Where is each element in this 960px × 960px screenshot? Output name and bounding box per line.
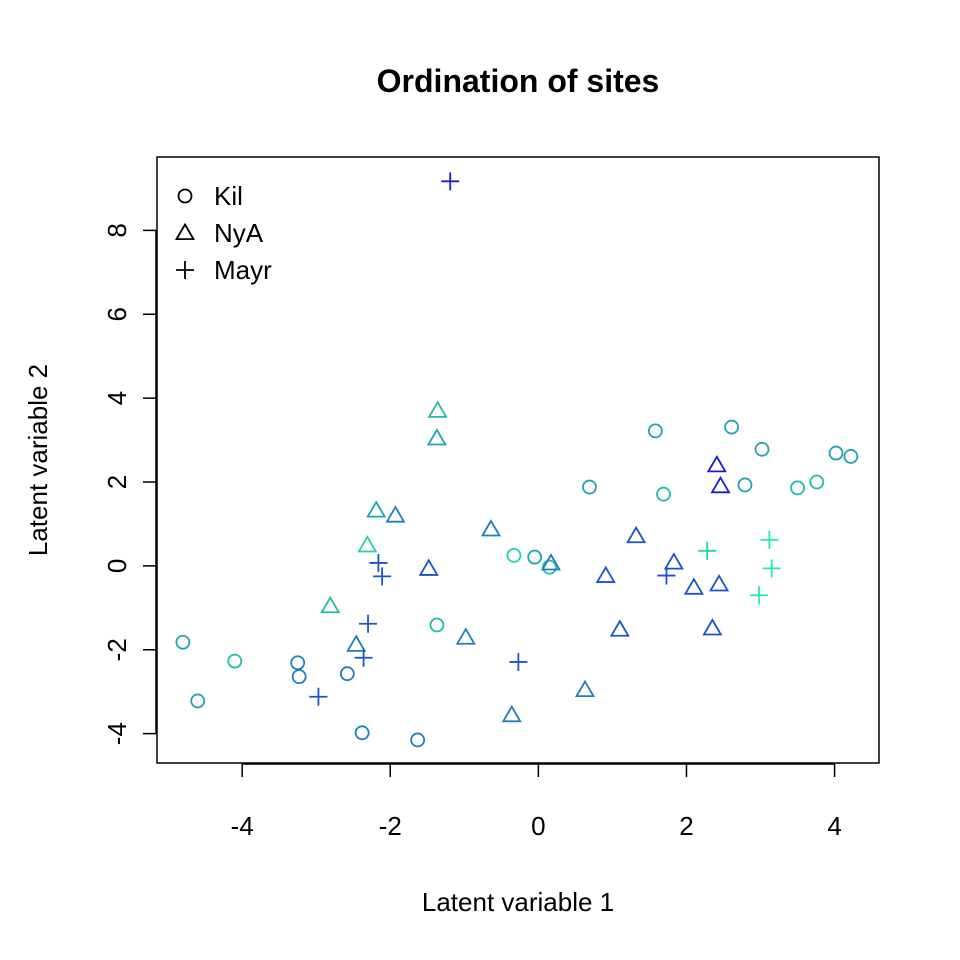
- data-point-mayr: [354, 648, 373, 667]
- data-point-mayr: [750, 586, 769, 605]
- y-tick-label: 8: [102, 223, 132, 237]
- data-point-kil: [190, 693, 206, 709]
- data-point-nya: [708, 574, 730, 592]
- data-point-mayr: [369, 553, 388, 572]
- data-point-mayr: [760, 530, 779, 549]
- data-point-nya: [418, 558, 439, 576]
- data-point-mayr: [698, 541, 717, 560]
- x-tick-label: -4: [231, 811, 254, 841]
- data-point-kil: [582, 479, 597, 495]
- chart-title: Ordination of sites: [377, 63, 660, 99]
- x-axis-label: Latent variable 1: [422, 887, 614, 917]
- data-point-kil: [809, 474, 825, 490]
- data-point-kil: [843, 449, 859, 464]
- data-point-kil: [790, 480, 805, 496]
- y-tick-label: 2: [102, 475, 132, 489]
- data-point-nya: [710, 475, 731, 494]
- data-point-nya: [626, 525, 647, 544]
- data-point-nya: [366, 500, 387, 518]
- y-tick-label: 4: [102, 391, 132, 405]
- data-point-kil: [724, 419, 740, 435]
- legend-marker-kil: [177, 188, 193, 204]
- plot-frame: [156, 156, 880, 764]
- data-point-nya: [574, 679, 596, 698]
- data-point-kil: [354, 725, 370, 741]
- data-point-kil: [290, 655, 306, 671]
- y-tick-label: 6: [102, 307, 132, 321]
- data-point-kil: [737, 477, 753, 493]
- data-point-kil: [542, 559, 557, 575]
- x-tick-label: 4: [827, 811, 841, 841]
- axes: -4 -2 0 2 4 -4 -2 0 2 4 6 8: [102, 223, 842, 841]
- data-point-nya: [702, 618, 723, 636]
- x-tick-label: -2: [379, 811, 402, 841]
- x-tick-label: 0: [531, 811, 545, 841]
- data-point-nya: [663, 552, 684, 570]
- data-point-kil: [339, 666, 355, 682]
- data-point-kil: [828, 445, 844, 461]
- data-point-nya: [609, 619, 630, 637]
- y-tick-label: -2: [102, 638, 132, 661]
- data-point-mayr: [373, 567, 392, 586]
- legend-marker-mayr: [176, 261, 194, 279]
- data-point-mayr: [657, 566, 676, 585]
- legend-label-kil: Kil: [214, 181, 243, 211]
- data-points: [175, 172, 859, 748]
- data-point-kil: [647, 423, 663, 439]
- y-tick-label: 0: [102, 559, 132, 573]
- legend-label-mayr: Mayr: [214, 255, 272, 285]
- data-point-nya: [357, 535, 378, 553]
- y-axis-label: Latent variable 2: [23, 364, 53, 556]
- data-point-nya: [501, 704, 522, 723]
- data-point-nya: [426, 428, 447, 446]
- legend-label-nya: NyA: [214, 218, 264, 248]
- data-point-mayr: [441, 172, 460, 191]
- data-point-kil: [410, 732, 426, 748]
- data-point-kil: [291, 669, 307, 685]
- data-point-mayr: [309, 687, 328, 706]
- data-point-kil: [656, 486, 671, 502]
- data-point-nya: [540, 553, 562, 571]
- data-point-nya: [595, 565, 616, 583]
- data-point-mayr: [762, 559, 781, 578]
- data-point-nya: [455, 627, 476, 645]
- data-point-mayr: [359, 614, 378, 633]
- data-point-kil: [429, 617, 445, 633]
- x-tick-label: 2: [679, 811, 693, 841]
- data-point-nya: [683, 577, 704, 595]
- data-point-kil: [227, 653, 243, 669]
- data-point-mayr: [509, 652, 528, 671]
- data-point-kil: [527, 549, 543, 565]
- data-point-nya: [385, 505, 406, 523]
- data-point-nya: [706, 454, 727, 473]
- data-point-nya: [320, 595, 341, 614]
- legend: Kil NyA Mayr: [174, 181, 272, 285]
- legend-marker-nya: [174, 222, 196, 241]
- data-point-nya: [480, 519, 502, 537]
- data-point-kil: [506, 548, 522, 563]
- data-point-nya: [346, 634, 367, 652]
- y-tick-label: -4: [102, 722, 132, 745]
- data-point-kil: [754, 441, 770, 457]
- data-point-kil: [175, 634, 191, 650]
- data-point-nya: [427, 400, 448, 418]
